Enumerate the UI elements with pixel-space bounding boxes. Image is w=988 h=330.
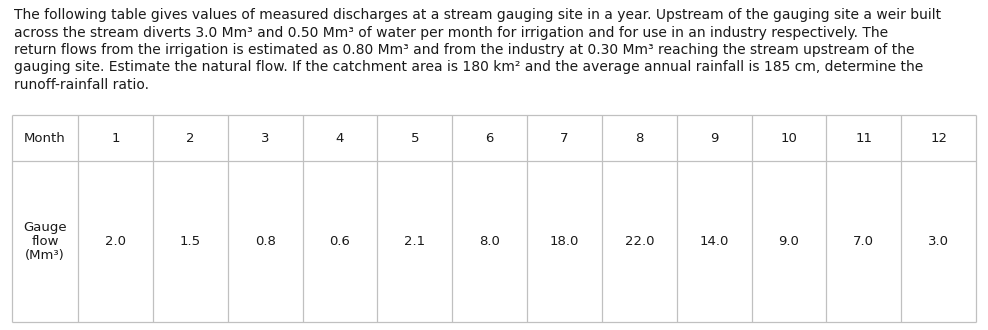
- Text: return flows from the irrigation is estimated as 0.80 Mm³ and from the industry : return flows from the irrigation is esti…: [14, 43, 915, 57]
- Text: 8: 8: [635, 131, 643, 145]
- Text: 9: 9: [710, 131, 718, 145]
- Text: 7.0: 7.0: [854, 235, 874, 248]
- Text: 11: 11: [856, 131, 872, 145]
- Text: 2.0: 2.0: [105, 235, 125, 248]
- Text: 2.1: 2.1: [404, 235, 425, 248]
- Text: 8.0: 8.0: [479, 235, 500, 248]
- Text: (Mm³): (Mm³): [25, 249, 65, 262]
- Text: 18.0: 18.0: [549, 235, 579, 248]
- Text: 1: 1: [112, 131, 120, 145]
- Text: 14.0: 14.0: [700, 235, 729, 248]
- Text: flow: flow: [32, 235, 58, 248]
- Text: 10: 10: [781, 131, 797, 145]
- Text: The following table gives values of measured discharges at a stream gauging site: The following table gives values of meas…: [14, 8, 942, 22]
- Text: 3.0: 3.0: [928, 235, 949, 248]
- Text: 2: 2: [186, 131, 195, 145]
- Text: 3: 3: [261, 131, 270, 145]
- Text: Gauge: Gauge: [23, 221, 67, 234]
- Text: Month: Month: [24, 131, 66, 145]
- Text: gauging site. Estimate the natural flow. If the catchment area is 180 km² and th: gauging site. Estimate the natural flow.…: [14, 60, 923, 75]
- Text: 4: 4: [336, 131, 344, 145]
- Text: 6: 6: [485, 131, 494, 145]
- Text: across the stream diverts 3.0 Mm³ and 0.50 Mm³ of water per month for irrigation: across the stream diverts 3.0 Mm³ and 0.…: [14, 25, 888, 40]
- Text: 12: 12: [930, 131, 947, 145]
- Text: 7: 7: [560, 131, 569, 145]
- Text: 0.6: 0.6: [329, 235, 351, 248]
- Text: 5: 5: [410, 131, 419, 145]
- Text: 1.5: 1.5: [180, 235, 201, 248]
- Text: 22.0: 22.0: [624, 235, 654, 248]
- Text: runoff-rainfall ratio.: runoff-rainfall ratio.: [14, 78, 149, 92]
- Text: 0.8: 0.8: [255, 235, 276, 248]
- Text: 9.0: 9.0: [779, 235, 799, 248]
